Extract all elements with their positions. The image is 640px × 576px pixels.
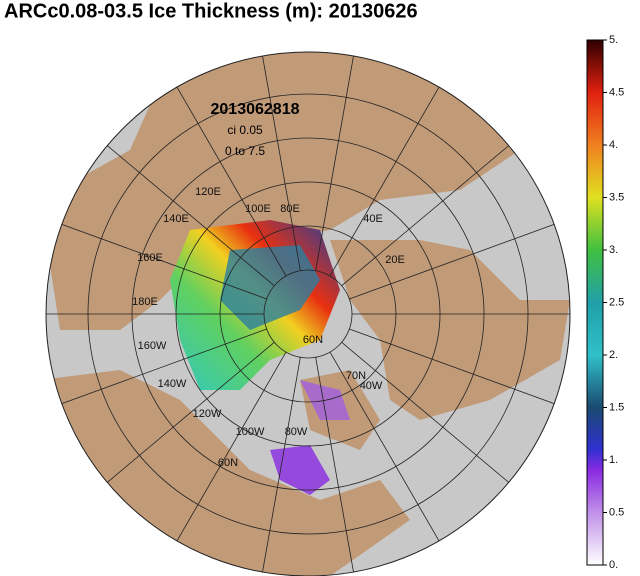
land-europe [330,240,570,420]
colorbar-tick-label: 2.5 [609,296,624,308]
meridian [260,52,301,271]
meridian [315,52,356,271]
meridian [329,351,444,549]
map-label: 100W [236,426,265,438]
title: ARCc0.08-03.5 Ice Thickness (m): 2013062… [4,0,418,22]
map-labels: 120E 140E 160E 180E 160W 140W 120W 100W 80W 100E 8… [132,186,405,469]
colorbar-tick-label: 4. [609,139,618,151]
meridian [172,79,287,277]
colorbar-tick-label: 1. [609,454,618,466]
colorbar-tick-label: 3.5 [609,191,624,203]
map-label: 160W [138,340,167,352]
sea-ice-thin [220,245,320,330]
map-label: 60N [303,334,323,346]
colorbar [586,39,604,566]
graticule [46,52,570,576]
meridian [341,140,516,287]
colorbar-tick-label: 1.5 [609,401,624,413]
meridian [329,79,444,277]
map-label: 60N [218,457,238,469]
colorbar-tick-label: 0. [609,559,618,571]
meridian [341,341,516,488]
map-label: 140E [163,213,189,225]
map-label: 80W [285,426,308,438]
map-range: 0 to 7.5 [225,144,265,158]
meridian [100,341,275,488]
map-label: 80E [280,203,300,215]
map-label: 180E [132,296,158,308]
map-label: 40W [360,380,383,392]
colorbar-tick-label: 5. [609,34,618,46]
meridian [172,351,287,549]
meridian [54,328,267,407]
map-label: 20E [385,254,405,266]
meridian [315,357,356,576]
colorbar-tick-label: 3. [609,244,618,256]
meridian [100,140,275,287]
colorbar-tick-label: 2. [609,349,618,361]
map-label: 160E [137,252,163,264]
map-label: 120E [195,186,221,198]
meridian [54,221,267,300]
colorbar-tick-label: 0.5 [609,506,624,518]
meridian [349,328,562,407]
meridian [349,221,562,300]
meridian [260,357,301,576]
map-date: 2013062818 [211,101,300,118]
map-label: 70N [346,370,366,382]
map-ci: ci 0.05 [227,123,263,137]
map-label: 140W [158,378,187,390]
map-label: 100E [245,203,271,215]
map-label: 40E [363,213,383,225]
colorbar-ticks: 0. 0.5 1. 1.5 2. 2.5 3. 3.5 4. 4.5 5. [603,34,624,571]
map-border [45,51,571,576]
map-label: 120W [193,408,222,420]
colorbar-tick-label: 4.5 [609,86,624,98]
sea-ice-hudson [270,445,330,495]
